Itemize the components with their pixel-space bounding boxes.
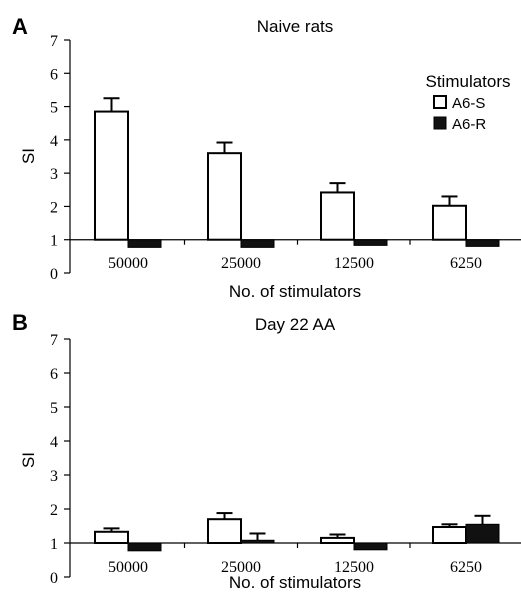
x-axis-label: No. of stimulators [229, 282, 361, 301]
bar-a6-s [320, 191, 355, 241]
x-tick-label: 50000 [108, 255, 148, 272]
y-tick-label: 0 [50, 570, 58, 587]
bar-a6-r [240, 239, 275, 248]
error-bar-a6-s [441, 195, 458, 206]
bar-a6-r [465, 239, 500, 247]
y-axis-label: SI [19, 148, 38, 164]
legend: Stimulators A6-S A6-R [425, 72, 510, 133]
bar-a6-r [353, 542, 388, 551]
bar-a6-s [207, 152, 242, 241]
bars [94, 97, 500, 248]
x-tick-label: 12500 [334, 559, 374, 576]
y-tick-label: 0 [50, 266, 58, 283]
x-tick-label: 25000 [221, 559, 261, 576]
error-bar-a6-r [474, 514, 491, 525]
x-tick-label: 6250 [450, 559, 482, 576]
y-tick-label: 2 [50, 199, 58, 216]
x-tick-label: 12500 [334, 255, 374, 272]
bar-a6-r [127, 239, 162, 248]
bar-a6-r [127, 542, 162, 552]
y-ticks: 0 1 2 3 4 5 6 7 [50, 332, 70, 587]
plot-area: 0 1 2 3 4 5 6 7 50000 25000 12500 6250 [50, 332, 521, 587]
error-bar-a6-s [216, 141, 233, 154]
x-axis-label: No. of stimulators [229, 573, 361, 592]
error-bar-a6-r [249, 532, 266, 541]
error-bar-a6-s [216, 512, 233, 520]
plot-area: 0 1 2 3 4 5 6 7 50000 25000 12500 6250 [50, 33, 521, 283]
x-tick-label: 50000 [108, 559, 148, 576]
y-tick-label: 1 [50, 233, 58, 250]
error-bar-a6-s [329, 182, 346, 193]
bar-a6-s [432, 526, 467, 545]
bar-a6-r [465, 523, 500, 544]
panel-b: B Day 22 AA SI No. of stimulators 0 1 2 3 4 5… [12, 310, 521, 592]
error-bar-a6-s [103, 527, 120, 532]
legend-swatch-a6-r [433, 116, 447, 130]
bar-a6-s [320, 536, 355, 545]
x-tick-label: 25000 [221, 255, 261, 272]
x-ticks: 50000 25000 12500 6250 [108, 239, 482, 272]
bar-a6-s [207, 518, 242, 545]
bars [94, 512, 500, 552]
chart-title: Naive rats [257, 17, 334, 36]
y-tick-label: 6 [50, 366, 58, 383]
y-axis-label: SI [19, 452, 38, 468]
legend-title: Stimulators [425, 72, 510, 91]
bar-a6-s [432, 204, 467, 241]
y-tick-label: 2 [50, 502, 58, 519]
y-tick-label: 1 [50, 536, 58, 553]
y-tick-label: 3 [50, 468, 58, 485]
panel-a: A Naive rats SI No. of stimulators 0 1 2 3 4… [12, 14, 521, 301]
legend-label-a6-r: A6-R [452, 116, 486, 133]
bar-a6-s [94, 530, 129, 545]
y-tick-label: 3 [50, 166, 58, 183]
error-bar-a6-s [329, 533, 346, 538]
y-tick-label: 4 [50, 133, 58, 150]
y-ticks: 0 1 2 3 4 5 6 7 [50, 33, 70, 283]
x-tick-label: 6250 [450, 255, 482, 272]
bar-a6-r [240, 539, 275, 544]
y-tick-label: 6 [50, 66, 58, 83]
panel-letter: A [12, 14, 28, 39]
y-tick-label: 7 [50, 332, 58, 349]
y-tick-label: 4 [50, 434, 58, 451]
y-tick-label: 5 [50, 100, 58, 117]
error-bar-a6-s [441, 523, 458, 528]
y-tick-label: 7 [50, 33, 58, 50]
legend-label-a6-s: A6-S [452, 95, 485, 112]
y-tick-label: 5 [50, 400, 58, 417]
bar-a6-s [94, 110, 129, 241]
error-bar-a6-s [103, 97, 120, 112]
x-ticks: 50000 25000 12500 6250 [108, 543, 482, 576]
bar-a6-r [353, 239, 388, 246]
legend-swatch-a6-s [433, 95, 447, 109]
chart-title: Day 22 AA [255, 315, 336, 334]
panel-letter: B [12, 310, 28, 335]
